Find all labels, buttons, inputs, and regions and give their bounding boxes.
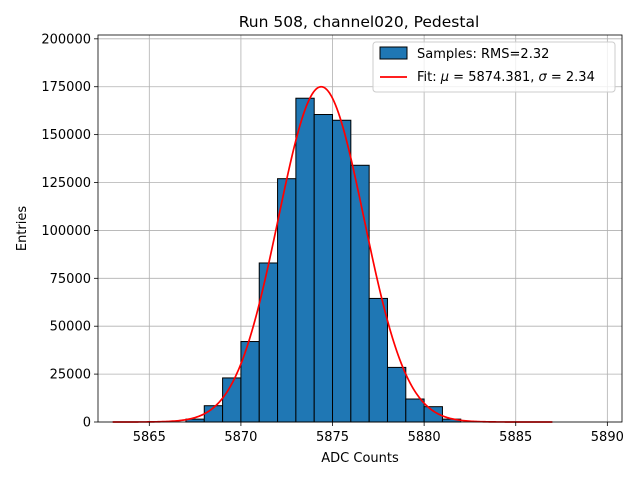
x-tick-label: 5865 bbox=[133, 430, 166, 445]
legend-box bbox=[372, 41, 616, 93]
histogram-bar bbox=[295, 97, 315, 423]
y-tick-label: 100000 bbox=[41, 224, 91, 239]
legend-fit-sigma-value: = 2.34 bbox=[547, 70, 595, 85]
y-tick-label: 50000 bbox=[50, 320, 91, 335]
y-tick-label: 25000 bbox=[50, 368, 91, 383]
x-tick-label: 5880 bbox=[408, 430, 441, 445]
histogram-bar bbox=[368, 297, 388, 423]
histogram-bar bbox=[240, 341, 260, 423]
x-tick-label: 5890 bbox=[591, 430, 624, 445]
histogram-bar bbox=[405, 398, 425, 423]
histogram-bars bbox=[185, 97, 462, 423]
axes-frame bbox=[97, 34, 623, 423]
legend-fit-mu-symbol: μ bbox=[440, 70, 449, 85]
legend-fit-label: Fit: μ = 5874.381, σ = 2.34 bbox=[417, 70, 595, 85]
histogram-bar bbox=[277, 178, 297, 423]
y-tick-label: 150000 bbox=[41, 128, 91, 143]
legend-histogram-label: Samples: RMS=2.32 bbox=[417, 47, 549, 62]
x-axis-ticks: 5865 5870 5875 5880 5885 5890 bbox=[133, 422, 624, 445]
y-axis-label: Entries bbox=[15, 206, 30, 252]
chart-title: Run 508, channel020, Pedestal bbox=[239, 13, 480, 31]
legend-fit-prefix: Fit: bbox=[417, 70, 441, 85]
y-tick-label: 75000 bbox=[50, 272, 91, 287]
histogram-bar bbox=[313, 114, 334, 423]
histogram-bar bbox=[386, 366, 407, 423]
x-tick-label: 5870 bbox=[224, 430, 257, 445]
histogram-bar bbox=[350, 164, 370, 423]
y-tick-label: 175000 bbox=[41, 80, 91, 95]
legend: Samples: RMS=2.32 Fit: μ = 5874.381, σ =… bbox=[372, 41, 616, 93]
y-tick-label: 125000 bbox=[41, 176, 91, 191]
y-tick-label: 0 bbox=[83, 416, 91, 431]
x-tick-label: 5885 bbox=[499, 430, 532, 445]
histogram-bar bbox=[258, 262, 279, 423]
legend-histogram-swatch bbox=[379, 46, 408, 60]
legend-fit-sigma-symbol: σ bbox=[539, 70, 548, 85]
x-tick-label: 5875 bbox=[316, 430, 349, 445]
legend-fit-mu-value: = 5874.381, bbox=[449, 70, 538, 85]
y-axis-ticks: 0 25000 50000 75000 100000 125000 150000 175000… bbox=[41, 32, 98, 431]
x-axis-label: ADC Counts bbox=[321, 451, 399, 466]
histogram-bar bbox=[332, 119, 352, 423]
y-tick-label: 200000 bbox=[41, 32, 91, 47]
